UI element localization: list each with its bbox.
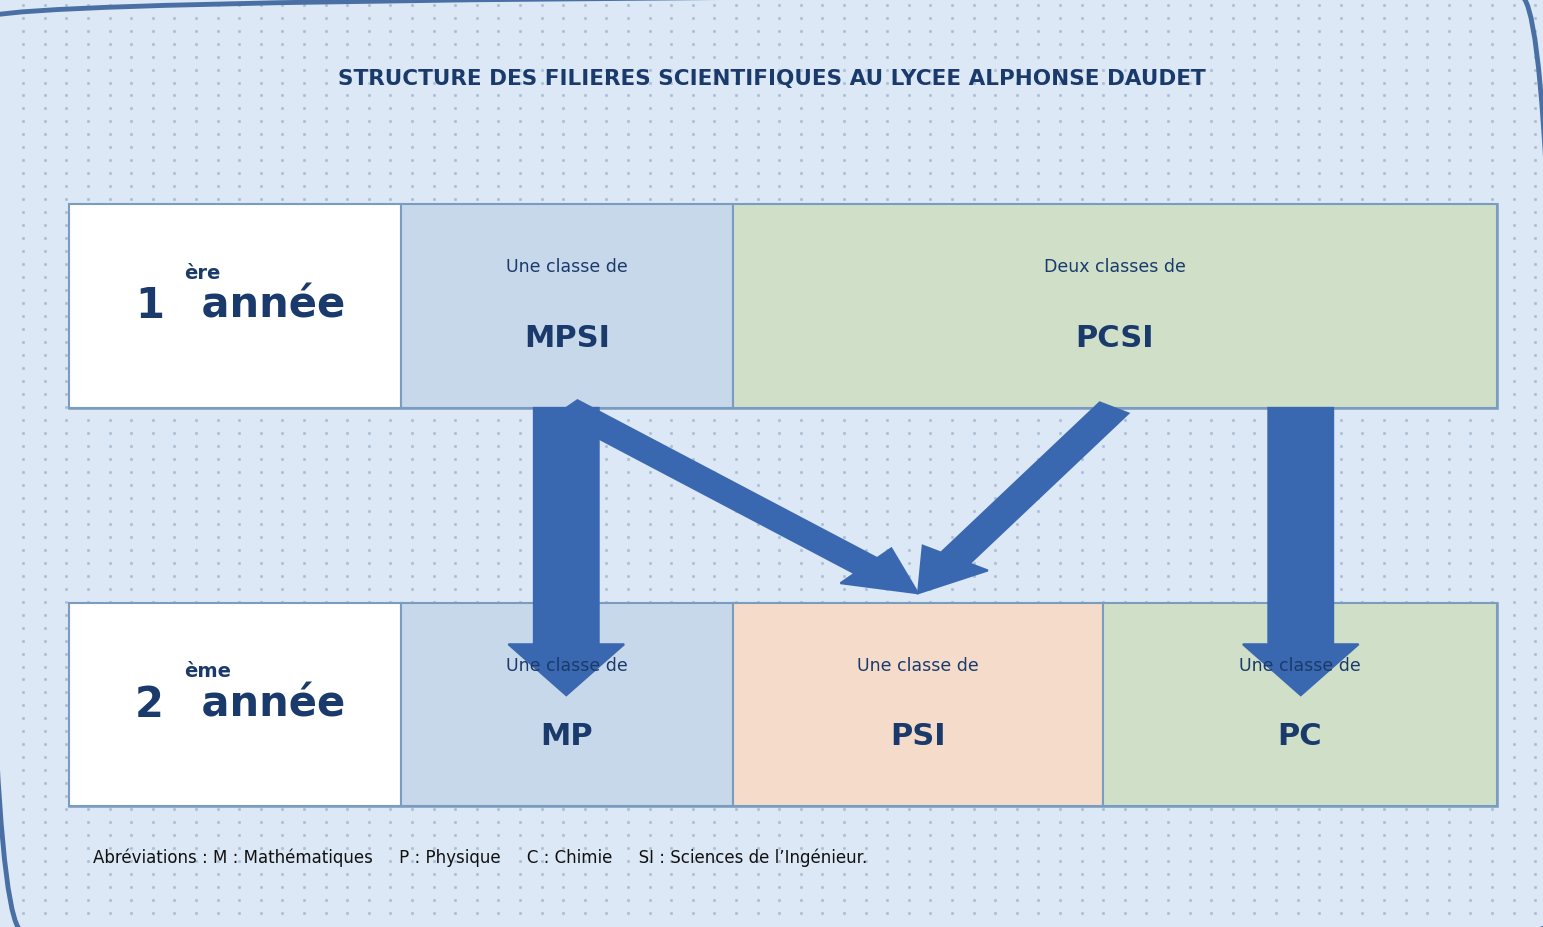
Text: Abréviations : M : Mathématiques     P : Physique     C : Chimie     SI : Scienc: Abréviations : M : Mathématiques P : Phy… — [93, 848, 867, 867]
Text: ème: ème — [185, 663, 231, 681]
Text: Une classe de: Une classe de — [858, 656, 978, 675]
Text: 1: 1 — [136, 285, 164, 327]
Bar — [733, 603, 1103, 806]
Text: STRUCTURE DES FILIERES SCIENTIFIQUES AU LYCEE ALPHONSE DAUDET: STRUCTURE DES FILIERES SCIENTIFIQUES AU … — [338, 69, 1205, 89]
Text: Une classe de: Une classe de — [1239, 656, 1361, 675]
Bar — [733, 204, 1497, 408]
Text: MP: MP — [540, 722, 594, 752]
Text: PSI: PSI — [890, 722, 946, 752]
FancyArrow shape — [555, 400, 918, 593]
Bar — [69, 204, 401, 408]
Bar — [1103, 603, 1497, 806]
Text: 2: 2 — [136, 683, 164, 726]
Text: PCSI: PCSI — [1075, 324, 1154, 353]
Text: année: année — [188, 683, 346, 726]
Text: année: année — [188, 285, 346, 327]
FancyArrow shape — [509, 408, 623, 695]
FancyArrow shape — [918, 402, 1128, 593]
Text: PC: PC — [1278, 722, 1322, 752]
Text: Une classe de: Une classe de — [506, 656, 628, 675]
Bar — [69, 603, 401, 806]
Bar — [69, 204, 1497, 408]
Text: ère: ère — [185, 264, 221, 283]
Bar — [401, 603, 733, 806]
Text: Deux classes de: Deux classes de — [1045, 258, 1185, 276]
Bar — [401, 204, 733, 408]
FancyArrow shape — [1244, 408, 1358, 695]
Text: Une classe de: Une classe de — [506, 258, 628, 276]
Text: MPSI: MPSI — [525, 324, 609, 353]
Bar — [69, 603, 1497, 806]
